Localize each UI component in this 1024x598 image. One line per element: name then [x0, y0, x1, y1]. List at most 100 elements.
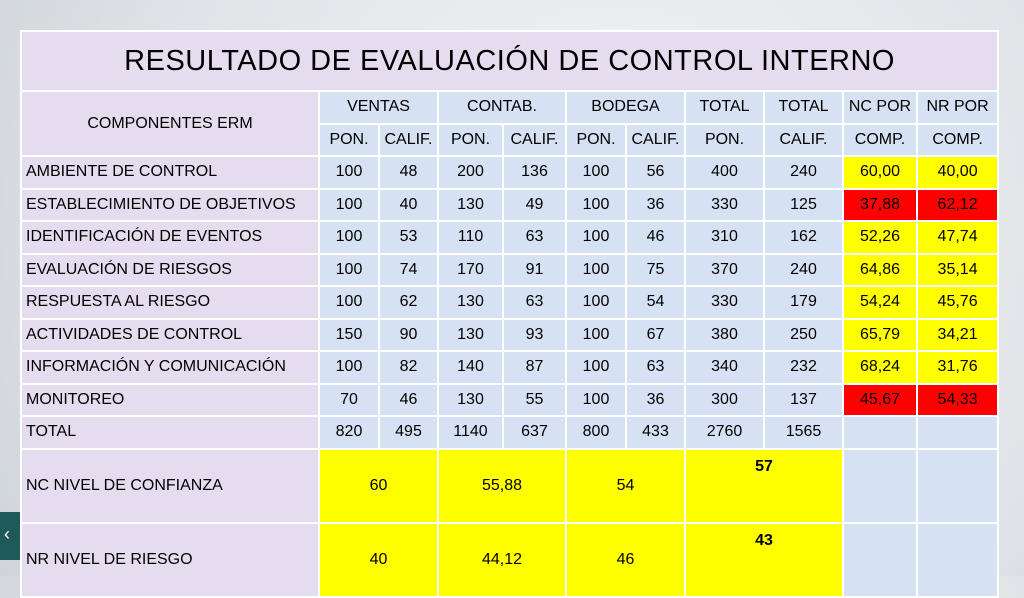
table-row: RESULTADO DE EVALUACIÓN DE CONTROL INTER… — [19, 30, 1000, 92]
nav-arrow[interactable]: ‹ — [4, 524, 10, 544]
table-cell: 44,12 — [437, 521, 567, 598]
table-cell: 40 — [318, 521, 439, 598]
table-cell: 170 — [437, 252, 504, 287]
table-cell: NR POR — [915, 90, 1000, 125]
table-cell: 31,76 — [915, 350, 1000, 385]
table-cell: CALIF. — [625, 122, 686, 157]
table-cell: 75 — [625, 252, 686, 287]
table-cell: 52,26 — [842, 220, 918, 255]
table-cell: 45,67 — [842, 382, 918, 417]
table-cell: 330 — [684, 285, 765, 320]
table-cell: 49 — [502, 187, 567, 222]
table-cell: 130 — [437, 187, 504, 222]
table-cell: 91 — [502, 252, 567, 287]
table-cell: 100 — [565, 382, 627, 417]
table-cell: 93 — [502, 317, 567, 352]
table-cell: 162 — [763, 220, 844, 255]
table-cell: 60 — [318, 447, 439, 524]
table-cell: ESTABLECIMIENTO DE OBJETIVOS — [20, 187, 320, 222]
table-cell: 250 — [763, 317, 844, 352]
nav-tab[interactable]: ‹ — [0, 512, 20, 560]
table-row: PON. CALIF. PON. CALIF. PON. CALIF. PON. CALIF.… — [21, 122, 1000, 157]
table-cell: 67 — [625, 317, 686, 352]
table-cell: COMP. — [915, 122, 1000, 157]
table-cell: IDENTIFICACIÓN DE EVENTOS — [20, 220, 320, 255]
table-cell: PON. — [318, 122, 380, 157]
table-cell: 87 — [502, 350, 567, 385]
table-cell: 56 — [625, 155, 686, 190]
table-cell: 340 — [684, 350, 765, 385]
table-cell: 433 — [625, 415, 686, 450]
table-cell: VENTAS — [318, 90, 439, 125]
table-cell: NR NIVEL DE RIESGO — [20, 521, 320, 598]
table-cell: 46 — [625, 220, 686, 255]
table-cell: 63 — [502, 285, 567, 320]
table-cell: 310 — [684, 220, 765, 255]
table-cell: 60,00 — [842, 155, 918, 190]
table-cell: 495 — [378, 415, 439, 450]
table-cell: 54,33 — [915, 382, 1000, 417]
table-cell: ACTIVIDADES DE CONTROL — [20, 317, 320, 352]
table-cell: 130 — [437, 285, 504, 320]
table-cell — [842, 447, 918, 524]
table-cell: 1140 — [437, 415, 504, 450]
table-row: MONITOREO 70 46 130 55 100 36 300 137 45,67 54,33 — [20, 382, 1000, 417]
table-cell: 820 — [318, 415, 380, 450]
table-cell: 65,79 — [842, 317, 918, 352]
table-cell: 100 — [318, 285, 380, 320]
table-cell: 43 — [684, 521, 844, 598]
table-cell: 140 — [437, 350, 504, 385]
results-table: RESULTADO DE EVALUACIÓN DE CONTROL INTER… — [19, 30, 1000, 598]
table-cell: 100 — [318, 220, 380, 255]
table-cell: 300 — [684, 382, 765, 417]
table-cell: CALIF. — [763, 122, 844, 157]
table-cell: 62,12 — [915, 187, 1000, 222]
table-cell: 100 — [565, 317, 627, 352]
table-cell: 100 — [565, 350, 627, 385]
table-cell: INFORMACIÓN Y COMUNICACIÓN — [20, 350, 320, 385]
table-cell: 64,86 — [842, 252, 918, 287]
table-cell: 100 — [318, 350, 380, 385]
table-cell: TOTAL — [20, 415, 320, 450]
table-cell: 100 — [565, 285, 627, 320]
table-cell: PON. — [684, 122, 765, 157]
table-cell: PON. — [437, 122, 504, 157]
table-row: INFORMACIÓN Y COMUNICACIÓN 100 82 140 87 100 6… — [20, 350, 1000, 385]
table-cell: 130 — [437, 382, 504, 417]
table-cell: 240 — [763, 155, 844, 190]
table-cell: 63 — [502, 220, 567, 255]
table-cell: 55,88 — [437, 447, 567, 524]
table-cell: RESPUESTA AL RIESGO — [20, 285, 320, 320]
table-cell: EVALUACIÓN DE RIESGOS — [20, 252, 320, 287]
table-cell: 90 — [378, 317, 439, 352]
table-cell: 137 — [763, 382, 844, 417]
table-cell: 240 — [763, 252, 844, 287]
table-cell: 57 — [684, 447, 844, 524]
table-cell — [915, 415, 1000, 450]
table-cell: MONITOREO — [20, 382, 320, 417]
table-cell: 48 — [378, 155, 439, 190]
table-cell: 150 — [318, 317, 380, 352]
table-row: NR NIVEL DE RIESGO 40 44,12 46 43 — [20, 521, 1000, 598]
table-cell: 100 — [565, 187, 627, 222]
table-cell: 100 — [318, 155, 380, 190]
table-cell: 125 — [763, 187, 844, 222]
table-cell: NC NIVEL DE CONFIANZA — [20, 447, 320, 524]
table-row: ESTABLECIMIENTO DE OBJETIVOS 100 40 130 49 10… — [20, 187, 1000, 222]
table-cell: 2760 — [684, 415, 765, 450]
table-cell: 200 — [437, 155, 504, 190]
table-cell: 46 — [378, 382, 439, 417]
table-cell: 100 — [565, 252, 627, 287]
table-row: COMPONENTES ERM VENTAS CONTAB. BODEGA TOTAL T… — [20, 90, 1000, 157]
table-cell: TOTAL — [684, 90, 765, 125]
table-cell: 40 — [378, 187, 439, 222]
table-cell: 82 — [378, 350, 439, 385]
table-cell: 100 — [318, 187, 380, 222]
table-cell: 36 — [625, 187, 686, 222]
table-row: IDENTIFICACIÓN DE EVENTOS 100 53 110 63 100 46… — [20, 220, 1000, 255]
table-cell: 55 — [502, 382, 567, 417]
table-row: NC NIVEL DE CONFIANZA 60 55,88 54 57 — [20, 447, 1000, 524]
table-title: RESULTADO DE EVALUACIÓN DE CONTROL INTER… — [19, 30, 1000, 92]
table-cell: 63 — [625, 350, 686, 385]
table-cell: 45,76 — [915, 285, 1000, 320]
